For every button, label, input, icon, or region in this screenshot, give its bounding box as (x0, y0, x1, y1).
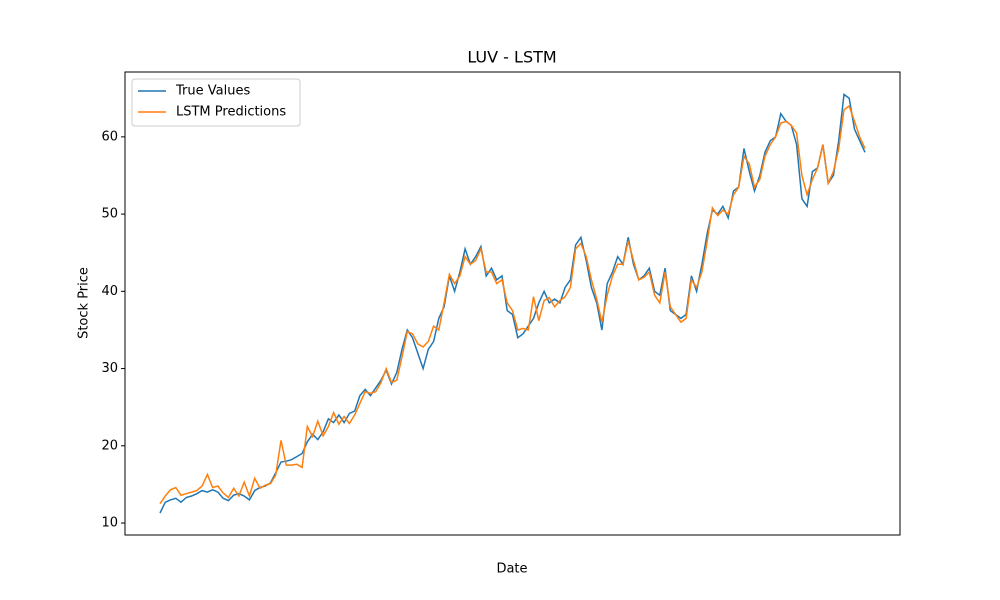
y-tick-label: 50 (101, 207, 118, 222)
y-tick-label: 20 (101, 438, 118, 453)
y-tick-label: 40 (101, 284, 118, 299)
y-tick-label: 30 (101, 361, 118, 376)
y-tick-label: 10 (101, 516, 118, 531)
legend-label: LSTM Predictions (176, 105, 286, 120)
y-axis-label: Stock Price (77, 267, 92, 339)
series-line (159, 104, 866, 505)
legend-box (131, 78, 301, 127)
legend-label: True Values (175, 84, 250, 99)
x-axis-label: Date (496, 562, 527, 577)
plot-frame (124, 71, 901, 536)
series-line (159, 93, 866, 514)
y-tick-label: 60 (101, 129, 118, 144)
chart-title: LUV - LSTM (467, 48, 556, 67)
